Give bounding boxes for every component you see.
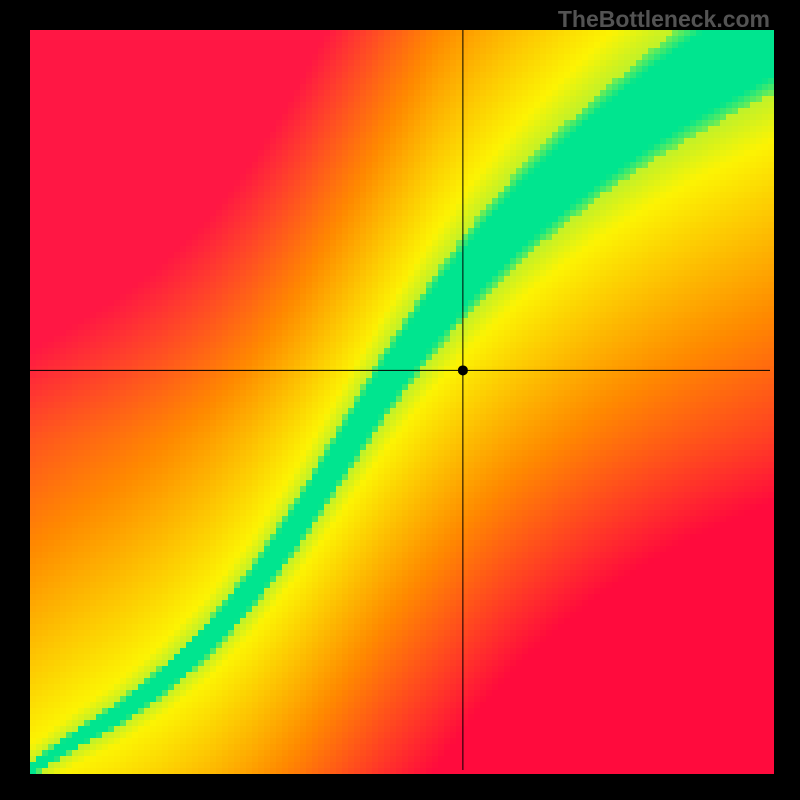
bottleneck-heatmap-canvas <box>0 0 800 800</box>
